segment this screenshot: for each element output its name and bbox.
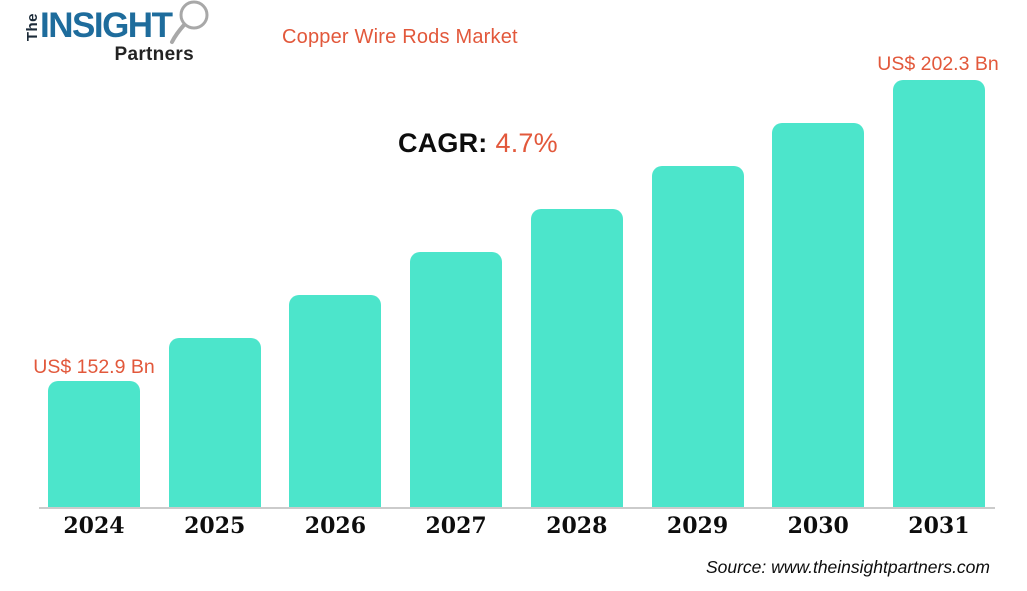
first-bar-value-label: US$ 152.9 Bn xyxy=(33,356,155,378)
bar-2027 xyxy=(410,252,503,508)
year-label-2031: 2031 xyxy=(908,513,970,539)
x-axis-line xyxy=(39,507,995,509)
year-label-2029: 2029 xyxy=(666,513,729,539)
year-label-2030: 2030 xyxy=(787,513,849,539)
bar-2025 xyxy=(168,338,261,508)
bar-2029 xyxy=(651,166,744,508)
logo-insight-text: INSIGHT xyxy=(40,6,173,45)
logo-the-text: The xyxy=(24,12,41,41)
bar-2031 xyxy=(892,80,985,508)
cagr-label: CAGR: xyxy=(398,128,488,158)
source-note: Source: www.theinsightpartners.com xyxy=(705,557,990,577)
cagr-annotation: CAGR: 4.7% xyxy=(398,128,558,159)
magnifier-icon xyxy=(166,0,212,61)
cagr-value: 4.7% xyxy=(495,128,558,158)
year-label-2024: 2024 xyxy=(63,513,125,539)
bar-2030 xyxy=(772,123,865,508)
logo-partners-text: Partners xyxy=(114,44,194,65)
bar-2024 xyxy=(48,381,140,508)
page-title: Copper Wire Rods Market xyxy=(282,26,518,48)
year-label-2025: 2025 xyxy=(184,513,246,539)
bar-2028 xyxy=(530,209,623,508)
year-label-2027: 2027 xyxy=(425,513,487,539)
year-label-2026: 2026 xyxy=(304,513,367,539)
x-axis-labels: 2024 2025 2026 2027 2028 2029 2030 2031 xyxy=(48,513,985,539)
year-label-2028: 2028 xyxy=(546,513,608,539)
bar-2026 xyxy=(289,295,382,508)
last-bar-value-label: US$ 202.3 Bn xyxy=(877,53,999,75)
bars-track xyxy=(48,80,985,508)
logo: The INSIGHT Partners xyxy=(24,0,209,83)
